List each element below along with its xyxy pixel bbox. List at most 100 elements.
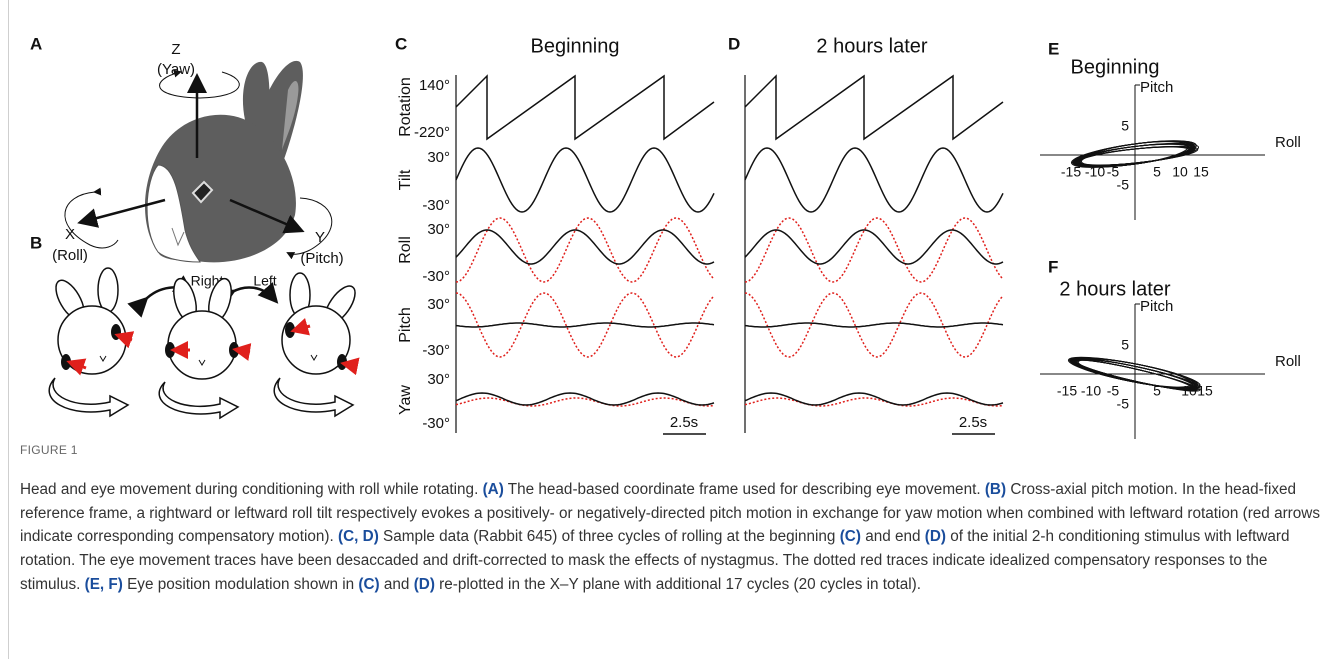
- ideal-roll: [455, 217, 715, 283]
- ideal-yaw: [455, 397, 715, 407]
- panel-title: 2 hours later: [1059, 278, 1171, 300]
- tick-label: 30°: [427, 371, 450, 388]
- roll-trace: [744, 229, 1004, 265]
- tick-label: -15: [1061, 164, 1081, 180]
- panel-title: 2 hours later: [816, 35, 928, 57]
- tick-label: 30°: [427, 296, 450, 313]
- caption-text: (D): [413, 575, 435, 593]
- tick-label: 30°: [427, 149, 450, 166]
- tick-label: -10: [1085, 164, 1105, 180]
- pitch-trace: [455, 322, 715, 328]
- tick-label: -30°: [422, 415, 450, 432]
- tick-label: -10: [1081, 383, 1101, 399]
- pitch-trace: [744, 322, 1004, 328]
- caption-text: (C): [839, 528, 861, 546]
- yaw-trace: [455, 392, 715, 406]
- axis-label: X: [65, 226, 75, 243]
- axis-label: (Yaw): [157, 61, 195, 78]
- tick-label: -5: [1117, 177, 1130, 193]
- panel-label: F: [1048, 257, 1058, 276]
- caption-text: of the initial 2-h conditioning stimulus…: [20, 528, 1290, 593]
- ideal-pitch: [744, 292, 1004, 358]
- tick-label: 5: [1121, 337, 1129, 353]
- axis-label: (Pitch): [300, 250, 343, 267]
- tick-label: 10: [1181, 383, 1197, 399]
- panel-label: B: [30, 233, 42, 252]
- caption-text: Cross-axial pitch motion. In the head-fi…: [20, 481, 1320, 546]
- panel-label: D: [728, 34, 740, 53]
- ideal-yaw: [744, 397, 1004, 407]
- tick-label: -220°: [414, 124, 450, 141]
- figure: A Z (Yaw) X (Roll) Y (Pitch) B Right Lef…: [30, 34, 1301, 439]
- tilt-arrow: [214, 282, 279, 308]
- tick-label: -30°: [422, 197, 450, 214]
- row-label: Yaw: [397, 385, 414, 415]
- row-label: Tilt: [397, 169, 414, 190]
- axis-title: Pitch: [1140, 298, 1173, 315]
- row-label: Rotation: [397, 77, 414, 137]
- direction-label: Left: [253, 273, 276, 289]
- axis-title: Roll: [1275, 353, 1301, 370]
- panel-title: Beginning: [1071, 56, 1160, 78]
- figure-label: FIGURE 1: [20, 443, 78, 457]
- panel-label: A: [30, 34, 42, 53]
- caption-text: Eye position modulation shown in: [122, 575, 359, 593]
- tick-label: -5: [1107, 164, 1120, 180]
- mouths: [99, 354, 318, 366]
- panel-title: Beginning: [531, 35, 620, 57]
- roll-arrow: [64, 187, 119, 249]
- caption-text: (E, F): [84, 575, 123, 593]
- tick-label: -15: [1057, 383, 1077, 399]
- caption-text: Head and eye movement during conditionin…: [20, 481, 483, 499]
- rotation-trace: [455, 74, 715, 141]
- rabbit-heads: [48, 267, 356, 420]
- axis-label: Z: [171, 41, 180, 58]
- trajectory-loop: [1077, 359, 1197, 390]
- caption-text: (C): [358, 575, 380, 593]
- ideal-roll: [744, 217, 1004, 283]
- ideal-pitch: [455, 292, 715, 358]
- pitch-arrow: [286, 197, 333, 260]
- axis-title: Roll: [1275, 134, 1301, 151]
- caption-text: Sample data (Rabbit 645) of three cycles…: [378, 528, 840, 546]
- tick-label: 5: [1121, 118, 1129, 134]
- caption-text: and end: [860, 528, 925, 546]
- caption: Head and eye movement during conditionin…: [20, 478, 1320, 596]
- tick-label: 140°: [419, 77, 450, 94]
- tick-label: 10: [1172, 164, 1188, 180]
- scale-bar-label: 2.5s: [959, 414, 987, 431]
- axis-title: Pitch: [1140, 79, 1173, 96]
- tick-label: 5: [1153, 164, 1161, 180]
- caption-text: (C, D): [338, 528, 379, 546]
- yaw-arrow: [159, 69, 240, 99]
- tick-label: 30°: [427, 221, 450, 238]
- tick-label: 5: [1153, 383, 1161, 399]
- caption-text: and: [379, 575, 414, 593]
- x-axis-arrow: [77, 198, 166, 228]
- tick-label: 15: [1193, 164, 1209, 180]
- tilt-trace: [744, 147, 1004, 213]
- tilt-trace: [455, 147, 715, 213]
- scale-bar-label: 2.5s: [670, 414, 698, 431]
- caption-text: (B): [984, 481, 1007, 499]
- panel-label: E: [1048, 39, 1059, 58]
- tick-label: -5: [1107, 383, 1120, 399]
- frame-border: [8, 0, 9, 659]
- tick-label: -30°: [422, 342, 450, 359]
- caption-text: The head-based coordinate frame used for…: [503, 481, 985, 499]
- rotation-trace: [744, 74, 1004, 141]
- tick-label: -30°: [422, 268, 450, 285]
- rabbit-head: [145, 60, 303, 263]
- trajectory-loop: [1080, 143, 1194, 167]
- y-axis-arrow: [229, 198, 305, 234]
- tick-label: -5: [1117, 396, 1130, 412]
- traces: Rotation 140° -220° Tilt 30° -30° Roll 30° -30° P…: [397, 74, 1004, 435]
- caption-text: re-plotted in the X–Y plane with additio…: [434, 575, 922, 593]
- panel-label: C: [395, 34, 407, 53]
- axis-label: Y: [315, 229, 325, 246]
- yaw-trace: [744, 392, 1004, 406]
- caption-text: (D): [924, 528, 946, 546]
- row-label: Roll: [397, 236, 414, 264]
